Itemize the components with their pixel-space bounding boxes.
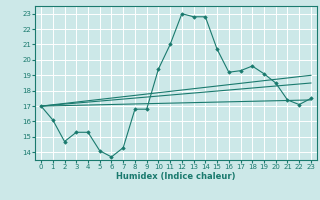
X-axis label: Humidex (Indice chaleur): Humidex (Indice chaleur) [116, 172, 236, 181]
